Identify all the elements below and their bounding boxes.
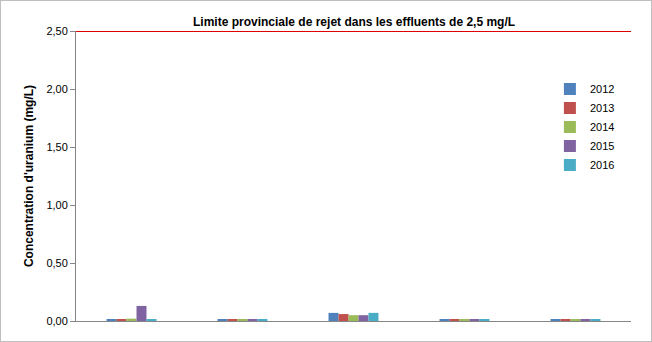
svg-text:2,50: 2,50: [46, 25, 67, 37]
svg-text:0,50: 0,50: [46, 257, 67, 269]
svg-text:1,00: 1,00: [46, 199, 67, 211]
svg-text:2013: 2013: [590, 102, 614, 114]
svg-text:Limite provinciale de rejet da: Limite provinciale de rejet dans les eff…: [193, 15, 515, 29]
svg-text:2012: 2012: [590, 83, 614, 95]
svg-text:2015: 2015: [590, 140, 614, 152]
svg-text:Concentration d'uranium (mg/L): Concentration d'uranium (mg/L): [22, 85, 36, 267]
svg-text:2,00: 2,00: [46, 83, 67, 95]
svg-text:1,50: 1,50: [46, 141, 67, 153]
svg-text:2016: 2016: [590, 159, 614, 171]
svg-text:2014: 2014: [590, 121, 614, 133]
svg-text:0,00: 0,00: [46, 315, 67, 327]
